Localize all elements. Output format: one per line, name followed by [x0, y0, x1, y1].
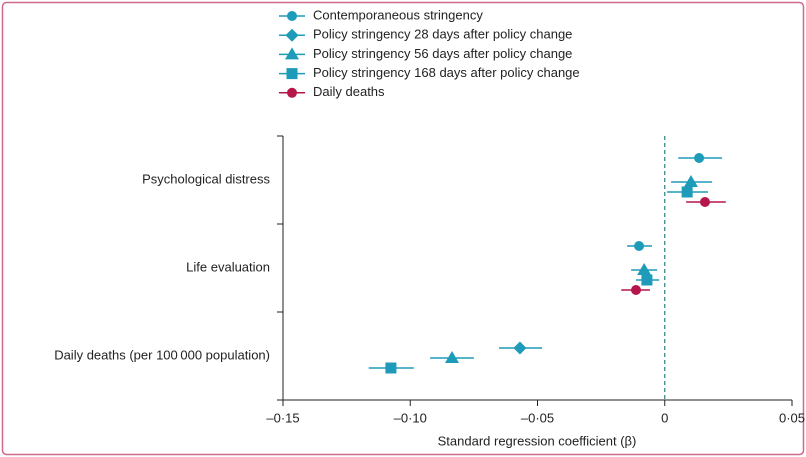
point — [513, 341, 527, 355]
point — [634, 241, 645, 251]
legend-label: Contemporaneous stringency — [313, 7, 483, 22]
point — [630, 285, 641, 295]
x-tick-label: –0·15 — [266, 410, 299, 425]
x-tick-label: 0·05 — [779, 410, 805, 425]
point — [681, 186, 693, 198]
x-tick-label: 0 — [661, 410, 668, 425]
point — [683, 175, 698, 187]
point — [637, 263, 652, 275]
category-label: Life evaluation — [186, 259, 270, 274]
point — [444, 351, 459, 363]
point — [699, 197, 710, 207]
legend-label: Policy stringency 168 days after policy … — [313, 65, 580, 80]
point — [694, 153, 705, 163]
x-tick-label: –0·10 — [394, 410, 427, 425]
legend-label: Daily deaths — [313, 84, 385, 99]
x-axis-title: Standard regression coefficient (β) — [438, 433, 637, 448]
point — [641, 274, 653, 286]
category-label: Daily deaths (per 100 000 population) — [54, 347, 270, 362]
x-tick-label: –0·05 — [521, 410, 554, 425]
legend-label: Policy stringency 56 days after policy c… — [313, 46, 572, 61]
legend-label: Policy stringency 28 days after policy c… — [313, 27, 572, 42]
legend-marker — [285, 28, 299, 42]
category-label: Psychological distress — [142, 171, 270, 186]
point — [385, 362, 397, 374]
legend-marker — [285, 47, 299, 60]
legend-marker — [287, 11, 297, 21]
legend-marker — [286, 68, 298, 80]
legend-marker — [287, 87, 297, 98]
